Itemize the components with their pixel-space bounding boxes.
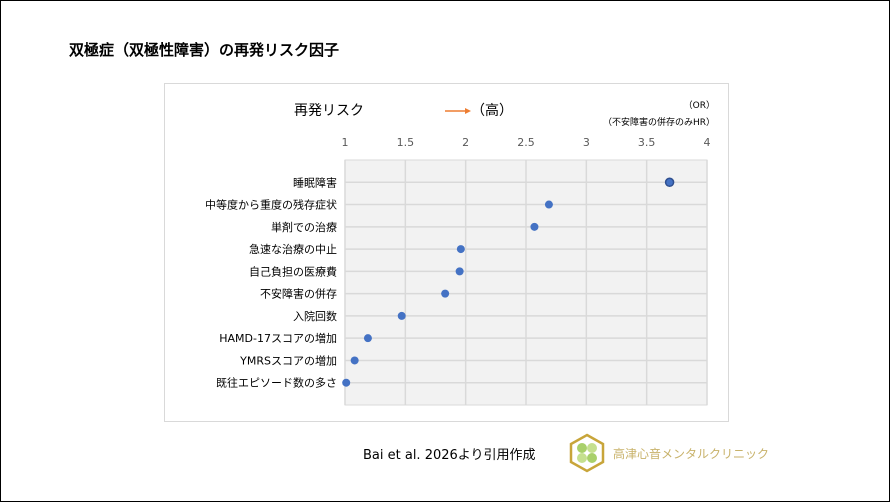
x-tick-label: 1 <box>342 136 349 149</box>
category-label: 単剤での治療 <box>271 220 337 234</box>
chart-panel: 再発リスク （高） （OR） （不安障害の併存のみHR） 1 1.5 2 2.5 3 3.… <box>164 83 729 422</box>
data-point <box>456 245 465 254</box>
x-tick-label: 2.5 <box>517 136 535 149</box>
citation: Bai et al. 2026より引用作成 <box>363 448 536 463</box>
category-label: 自己負担の医療費 <box>249 264 337 278</box>
unit-note: （OR） <box>684 100 715 111</box>
data-point <box>544 200 553 209</box>
category-label: 急速な治療の中止 <box>249 242 337 256</box>
data-point <box>530 222 539 231</box>
x-tick-label: 1.5 <box>397 136 415 149</box>
category-label: 入院回数 <box>293 309 337 323</box>
data-point <box>455 267 464 276</box>
category-label: 中等度から重度の残存症状 <box>205 198 337 212</box>
category-label: 睡眠障害 <box>293 175 337 189</box>
x-tick-label: 4 <box>704 136 711 149</box>
category-label: 不安障害の併存 <box>260 287 337 301</box>
x-tick-label: 2 <box>462 136 469 149</box>
unit-note-hr: （不安障害の併存のみHR） <box>603 116 715 128</box>
data-point <box>350 356 359 365</box>
data-point <box>342 378 351 387</box>
clinic-name: 高津心音メンタルクリニック <box>613 447 770 461</box>
chart-header: 再発リスク <box>294 103 364 119</box>
x-tick-label: 3.5 <box>638 136 656 149</box>
page-title: 双極症（双極性障害）の再発リスク因子 <box>69 41 340 59</box>
x-tick-label: 3 <box>583 136 590 149</box>
data-point <box>441 289 450 298</box>
category-label: 既往エピソード数の多さ <box>216 376 337 390</box>
category-label: YMRSスコアの増加 <box>239 354 337 367</box>
data-point <box>664 177 675 188</box>
chart-header-suffix: （高） <box>471 102 513 119</box>
chart: 再発リスク （高） （OR） （不安障害の併存のみHR） 1 1.5 2 2.5 3 3.… <box>205 100 715 406</box>
data-point <box>363 334 372 343</box>
category-label: HAMD-17スコアの増加 <box>219 332 337 345</box>
arrow-icon <box>445 108 471 114</box>
data-point <box>397 311 406 320</box>
clinic-logo <box>569 433 605 473</box>
